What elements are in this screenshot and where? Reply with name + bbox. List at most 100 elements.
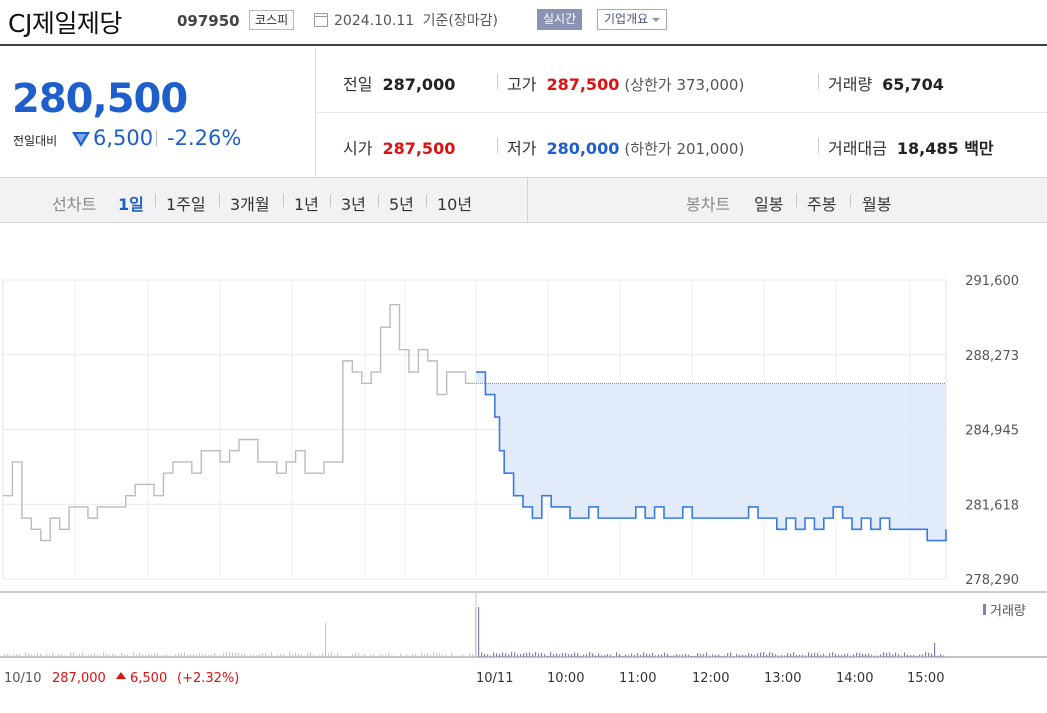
- period-3m[interactable]: 3개월: [230, 195, 270, 214]
- volume-bar: [928, 652, 930, 657]
- volume-bar: [640, 654, 642, 657]
- volume-bar: [76, 655, 78, 657]
- volume-bar: [517, 654, 519, 657]
- volume-bar: [691, 655, 693, 657]
- volume-bar: [205, 654, 207, 657]
- volume-bar: [478, 607, 480, 657]
- volume-bar: [649, 654, 651, 657]
- volume-bar: [472, 654, 474, 657]
- volume-bar: [133, 652, 135, 657]
- volume-bar: [721, 655, 723, 657]
- volume-bar: [877, 655, 879, 657]
- volume-bar: [100, 655, 102, 657]
- period-1w[interactable]: 1주일: [166, 195, 206, 214]
- intraday-chart[interactable]: 291,600 288,273 284,945 281,618 278,290 10/1…: [0, 226, 1047, 713]
- volume-bar: [355, 652, 357, 657]
- volume-bar: [562, 652, 564, 657]
- volume-bar: [787, 653, 789, 657]
- volume-bar: [793, 652, 795, 657]
- volume-bar: [622, 655, 624, 657]
- period-10y[interactable]: 10년: [437, 195, 473, 214]
- x-tick-label: 10:00: [547, 671, 584, 686]
- stat-label: 전일: [343, 75, 373, 94]
- period-1d[interactable]: 1일: [118, 195, 144, 214]
- volume-bar: [805, 655, 807, 657]
- volume-bar: [169, 655, 171, 657]
- volume-bar: [784, 655, 786, 657]
- volume-bar: [937, 655, 939, 657]
- stat-value: 287,500: [546, 75, 620, 94]
- up-arrow-icon: [116, 672, 126, 679]
- volume-bar: [382, 655, 384, 657]
- volume-bar: [31, 654, 33, 657]
- volume-bar: [829, 653, 831, 657]
- volume-bar: [820, 654, 822, 657]
- candle-monthly[interactable]: 월봉: [862, 195, 892, 214]
- volume-bar: [883, 652, 885, 657]
- volume-bar: [610, 654, 612, 657]
- volume-bar: [715, 655, 717, 657]
- volume-bar: [265, 653, 267, 657]
- volume-bar: [751, 654, 753, 657]
- volume-bar: [109, 655, 111, 657]
- volume-bar: [241, 653, 243, 657]
- prev-day-change-pct: (+2.32%): [177, 671, 239, 686]
- volume-bar: [223, 652, 225, 657]
- volume-bar: [730, 652, 732, 657]
- volume-bar: [112, 653, 114, 657]
- volume-bar: [178, 653, 180, 657]
- volume-bar: [697, 653, 699, 657]
- period-5y[interactable]: 5년: [389, 195, 414, 214]
- volume-bar: [349, 655, 351, 657]
- candle-weekly[interactable]: 주봉: [807, 195, 837, 214]
- volume-bar: [601, 655, 603, 657]
- volume-bar: [781, 655, 783, 657]
- volume-bar: [67, 655, 69, 657]
- volume-bar: [325, 623, 327, 657]
- volume-bar: [160, 655, 162, 657]
- stat-label: 시가: [343, 139, 373, 158]
- volume-bar: [916, 655, 918, 657]
- volume-bar: [760, 652, 762, 657]
- volume-bar: [826, 655, 828, 657]
- volume-bar: [637, 653, 639, 657]
- volume-bar: [571, 654, 573, 657]
- volume-bar: [463, 654, 465, 657]
- volume-bar: [250, 654, 252, 657]
- volume-bar: [718, 654, 720, 657]
- volume-bar: [391, 655, 393, 657]
- volume-bar: [412, 654, 414, 657]
- lower-limit: (하한가 201,000): [624, 140, 745, 158]
- volume-bar: [61, 654, 63, 657]
- volume-bar: [460, 655, 462, 657]
- volume-bar: [301, 654, 303, 657]
- period-3y[interactable]: 3년: [341, 195, 366, 214]
- volume-bar: [115, 654, 117, 657]
- volume-bar: [190, 654, 192, 657]
- volume-bar: [361, 655, 363, 657]
- realtime-button[interactable]: 실시간: [537, 9, 583, 30]
- volume-bar: [643, 652, 645, 657]
- volume-bar: [406, 654, 408, 657]
- volume-bar: [688, 654, 690, 657]
- volume-bar: [196, 654, 198, 657]
- volume-bar: [775, 654, 777, 657]
- volume-bar: [580, 655, 582, 657]
- volume-bar: [253, 654, 255, 657]
- volume-bar: [268, 654, 270, 657]
- volume-bar: [232, 652, 234, 657]
- period-1y[interactable]: 1년: [294, 195, 319, 214]
- volume-bar: [529, 652, 531, 657]
- volume-bar: [121, 652, 123, 657]
- candle-daily[interactable]: 일봉: [754, 195, 784, 214]
- company-overview-dropdown[interactable]: 기업개요: [597, 9, 668, 30]
- volume-bar: [34, 654, 36, 657]
- volume-bar: [940, 654, 942, 657]
- volume-bar: [181, 653, 183, 657]
- volume-bar: [547, 655, 549, 657]
- volume-bar: [634, 655, 636, 657]
- volume-bar: [37, 652, 39, 657]
- stat-open: 시가 287,500: [343, 135, 455, 159]
- volume-bar: [931, 653, 933, 657]
- volume-bar: [25, 652, 27, 657]
